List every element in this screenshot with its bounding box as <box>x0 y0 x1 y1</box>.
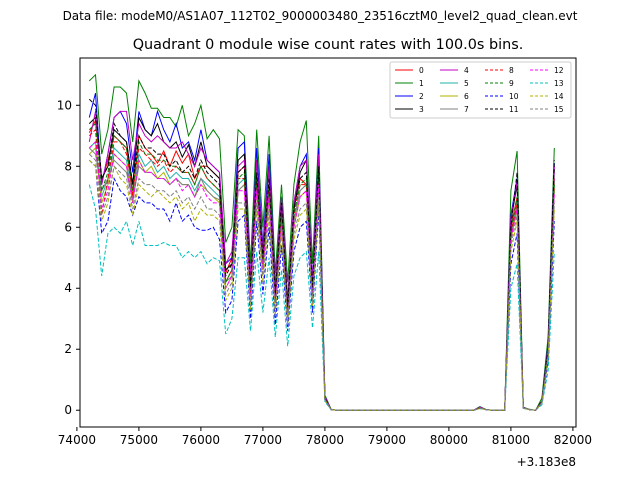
legend-label-9: 9 <box>509 79 514 88</box>
legend-label-3: 3 <box>419 105 424 114</box>
y-tick-label: 4 <box>64 281 72 295</box>
series-line-15 <box>88 153 555 411</box>
legend-label-0: 0 <box>419 66 424 75</box>
legend-label-4: 4 <box>464 66 469 75</box>
legend-label-8: 8 <box>509 66 514 75</box>
x-axis: 74000 75000 76000 77000 78000 79000 80000 81000… <box>58 427 592 447</box>
legend-label-15: 15 <box>554 105 564 114</box>
x-tick-label: 79000 <box>368 433 406 447</box>
legend-label-13: 13 <box>554 79 564 88</box>
y-tick-label: 8 <box>64 159 72 173</box>
series-line-1 <box>88 73 555 411</box>
legend-frame <box>389 61 572 119</box>
legend-label-14: 14 <box>554 92 564 101</box>
legend-label-7: 7 <box>464 105 469 114</box>
legend-label-6: 6 <box>464 92 469 101</box>
x-tick-label: 75000 <box>120 433 158 447</box>
x-tick-label: 78000 <box>306 433 344 447</box>
axes-frame <box>79 57 577 428</box>
x-tick-label: 81000 <box>492 433 530 447</box>
legend-label-12: 12 <box>554 66 564 75</box>
x-tick-label: 77000 <box>244 433 282 447</box>
y-tick-label: 0 <box>64 403 72 417</box>
series-line-10 <box>88 159 555 411</box>
x-tick-label: 82000 <box>554 433 592 447</box>
x-tick-label: 80000 <box>430 433 468 447</box>
chart-suptitle: Data file: modeM0/AS1A07_112T02_90000034… <box>63 9 578 23</box>
series-line-4 <box>88 110 555 411</box>
chart-title: Quadrant 0 module wise count rates with … <box>133 37 524 53</box>
y-tick-label: 10 <box>57 98 72 112</box>
x-axis-offset-label: +3.183e8 <box>517 455 576 469</box>
legend-label-2: 2 <box>419 92 424 101</box>
legend-label-10: 10 <box>509 92 519 101</box>
y-axis: 0 2 4 6 8 10 <box>57 98 80 417</box>
legend-label-5: 5 <box>464 79 469 88</box>
x-tick-label: 76000 <box>182 433 220 447</box>
y-tick-label: 2 <box>64 342 72 356</box>
y-tick-label: 6 <box>64 220 72 234</box>
legend-label-11: 11 <box>509 105 519 114</box>
legend-label-1: 1 <box>419 79 424 88</box>
plot-area <box>88 73 555 411</box>
x-tick-label: 74000 <box>58 433 96 447</box>
